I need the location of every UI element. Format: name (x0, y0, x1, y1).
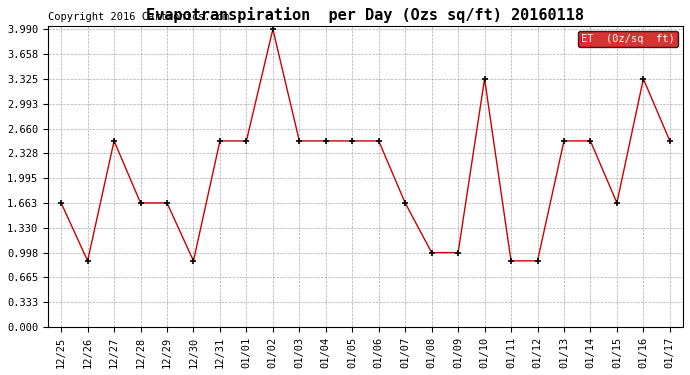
Text: Copyright 2016 Cartronics.com: Copyright 2016 Cartronics.com (48, 12, 229, 22)
Title: Evapotranspiration  per Day (Ozs sq/ft) 20160118: Evapotranspiration per Day (Ozs sq/ft) 2… (146, 7, 584, 23)
Legend: ET  (0z/sq  ft): ET (0z/sq ft) (578, 31, 678, 47)
